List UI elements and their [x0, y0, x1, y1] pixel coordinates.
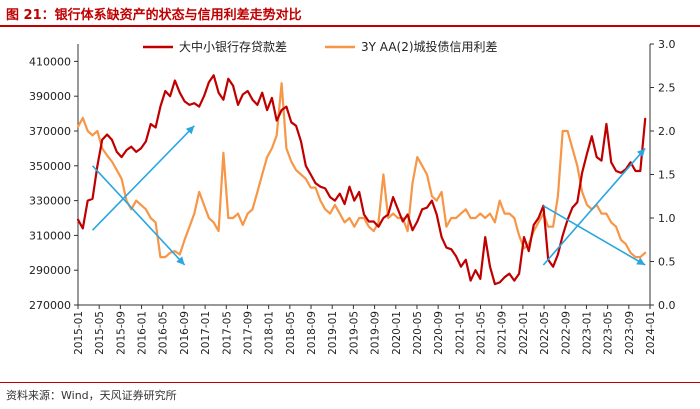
- x-tick-label: 2024-01: [645, 311, 657, 355]
- right-y-tick-label: 0.0: [658, 299, 676, 312]
- left-y-tick-label: 370000: [29, 125, 71, 138]
- trend-arrows: [91, 125, 646, 266]
- trend-arrow: [91, 125, 195, 231]
- left-y-tick-label: 270000: [29, 299, 71, 312]
- right-y-tick-label: 1.0: [658, 212, 676, 225]
- x-tick-label: 2016-05: [158, 311, 170, 355]
- x-tick-label: 2023-09: [624, 311, 636, 355]
- x-tick-label: 2017-01: [200, 311, 212, 355]
- x-tick-label: 2023-05: [603, 311, 615, 355]
- trend-arrow-head: [636, 148, 646, 158]
- left-y-tick-label: 350000: [29, 160, 71, 173]
- x-tick-label: 2015-09: [115, 311, 127, 355]
- x-tick-label: 2016-09: [179, 311, 191, 355]
- x-tick-label: 2023-01: [581, 311, 593, 355]
- left-y-tick-label: 410000: [29, 55, 71, 68]
- x-tick-label: 2020-05: [412, 311, 424, 355]
- chart-title: 图 21：银行体系缺资产的状态与信用利差走势对比: [6, 8, 302, 23]
- right-y-tick-label: 2.0: [658, 125, 676, 138]
- legend-label-credit-spread: 3Y AA(2)城投债信用利差: [361, 39, 498, 54]
- x-tick-label: 2019-09: [370, 311, 382, 355]
- right-y-tick-label: 1.5: [658, 169, 676, 182]
- x-tick-label: 2015-01: [73, 311, 85, 355]
- footer-rule: [0, 382, 700, 383]
- chart-legend: 大中小银行存贷款差 3Y AA(2)城投债信用利差: [143, 39, 498, 54]
- source-note: 资料来源：Wind，天风证券研究所: [6, 389, 177, 402]
- line-chart: 270000 290000 310000 330000 350000 370000 3900…: [29, 38, 676, 355]
- left-y-tick-label: 330000: [29, 195, 71, 208]
- series-line-loan-deposit-gap: [76, 74, 647, 286]
- series-layer: [76, 74, 647, 286]
- left-y-tick-label: 290000: [29, 264, 71, 277]
- chart-axes: 270000 290000 310000 330000 350000 370000 3900…: [29, 38, 676, 355]
- x-tick-label: 2022-01: [518, 311, 530, 355]
- title-underline: [0, 25, 700, 27]
- x-tick-label: 2016-01: [137, 311, 149, 355]
- x-tick-label: 2017-09: [242, 311, 254, 355]
- x-tick-label: 2021-05: [476, 311, 488, 355]
- x-tick-label: 2019-05: [348, 311, 360, 355]
- right-y-tick-label: 0.5: [658, 256, 676, 269]
- right-y-tick-label: 3.0: [658, 38, 676, 51]
- x-tick-label: 2022-05: [539, 311, 551, 355]
- x-tick-label: 2018-01: [264, 311, 276, 355]
- x-tick-label: 2020-09: [433, 311, 445, 355]
- trend-arrow-head: [636, 257, 646, 265]
- legend-label-loan-deposit-gap: 大中小银行存贷款差: [179, 39, 287, 54]
- x-tick-label: 2019-01: [327, 311, 339, 355]
- x-tick-label: 2018-05: [285, 311, 297, 355]
- trend-arrow-head: [176, 256, 185, 265]
- x-tick-label: 2022-09: [560, 311, 572, 355]
- x-tick-label: 2020-01: [391, 311, 403, 355]
- trend-arrow: [542, 205, 646, 266]
- x-tick-label: 2015-05: [94, 311, 106, 355]
- trend-arrow: [91, 165, 186, 266]
- series-line-credit-spread: [76, 82, 647, 259]
- x-tick-label: 2017-05: [221, 311, 233, 355]
- x-tick-label: 2021-09: [497, 311, 509, 355]
- left-y-tick-label: 390000: [29, 90, 71, 103]
- right-y-tick-label: 2.5: [658, 82, 676, 95]
- trend-arrow: [542, 147, 646, 266]
- x-tick-label: 2018-09: [306, 311, 318, 355]
- trend-arrow-head: [185, 125, 195, 135]
- left-y-tick-label: 310000: [29, 229, 71, 242]
- x-tick-label: 2021-01: [454, 311, 466, 355]
